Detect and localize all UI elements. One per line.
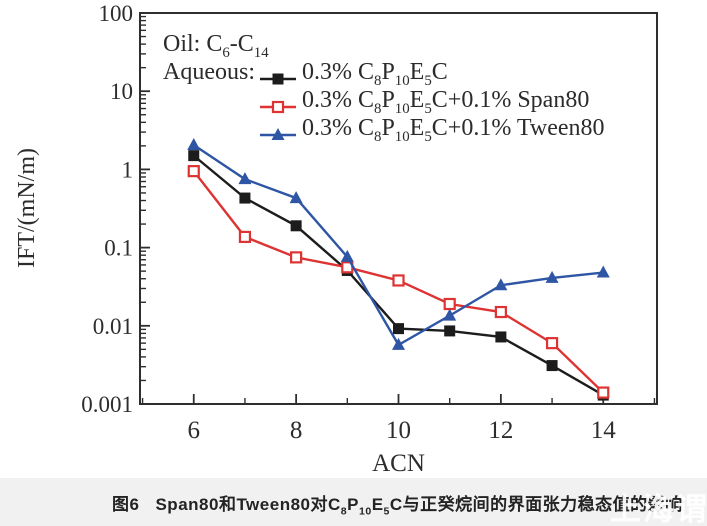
chart-legend: Oil: C6-C14 Aqueous: 0.3% C8P10E5C 0.3% … (163, 30, 605, 145)
ift-vs-acn-chart: 100 10 1 0.1 0.01 0.001 6 8 10 12 14 ACN IFT/(mN/m) … (14, 1, 658, 477)
svg-text:10: 10 (110, 79, 133, 104)
svg-text:14: 14 (591, 417, 617, 444)
legend-marker-filled-square-icon (260, 65, 296, 85)
figure-caption: 图6 Span80和Tween80对C8P10E5C与正癸烷间的界面张力稳态值的… (112, 478, 683, 526)
ift-chart-svg: 100 10 1 0.1 0.01 0.001 6 8 10 12 14 ACN IFT/(mN/m) (14, 1, 658, 477)
legend-oil-text: Oil: C6-C14 (163, 31, 269, 61)
figure-caption-number: 图6 (112, 494, 140, 514)
svg-text:12: 12 (488, 417, 513, 444)
svg-text:6: 6 (187, 417, 200, 444)
legend-entry-span80: 0.3% C8P10E5C+0.1% Span80 (163, 86, 605, 117)
legend-label-span80: 0.3% C8P10E5C+0.1% Span80 (302, 87, 590, 117)
watermark: 上海谓数 (610, 492, 707, 526)
svg-text:0.01: 0.01 (93, 314, 133, 339)
legend-oil-line: Oil: C6-C14 (163, 30, 605, 61)
legend-label-tween80: 0.3% C8P10E5C+0.1% Tween80 (302, 115, 605, 145)
series-1 (187, 165, 610, 399)
svg-text:0.1: 0.1 (104, 236, 133, 261)
legend-label-base: 0.3% C8P10E5C (302, 59, 448, 89)
caption-bar: 图6 Span80和Tween80对C8P10E5C与正癸烷间的界面张力稳态值的… (0, 478, 707, 526)
legend-entry-base: Aqueous: 0.3% C8P10E5C (163, 58, 605, 89)
legend-entry-tween80: 0.3% C8P10E5C+0.1% Tween80 (163, 114, 605, 145)
legend-marker-filled-triangle-icon (260, 121, 296, 140)
legend-aqueous-text: Aqueous: (163, 59, 255, 85)
legend-marker-open-square-icon (260, 93, 296, 114)
svg-text:100: 100 (99, 1, 134, 26)
svg-text:1: 1 (122, 157, 134, 182)
svg-text:10: 10 (386, 417, 411, 444)
svg-text:8: 8 (290, 417, 303, 444)
series-2 (187, 138, 610, 350)
figure-caption-text: Span80和Tween80对C8P10E5C与正癸烷间的界面张力稳态值的影响 (155, 494, 683, 517)
y-axis-title: IFT/(mN/m) (14, 148, 40, 268)
svg-text:0.001: 0.001 (81, 392, 133, 417)
x-axis-title: ACN (372, 450, 425, 477)
